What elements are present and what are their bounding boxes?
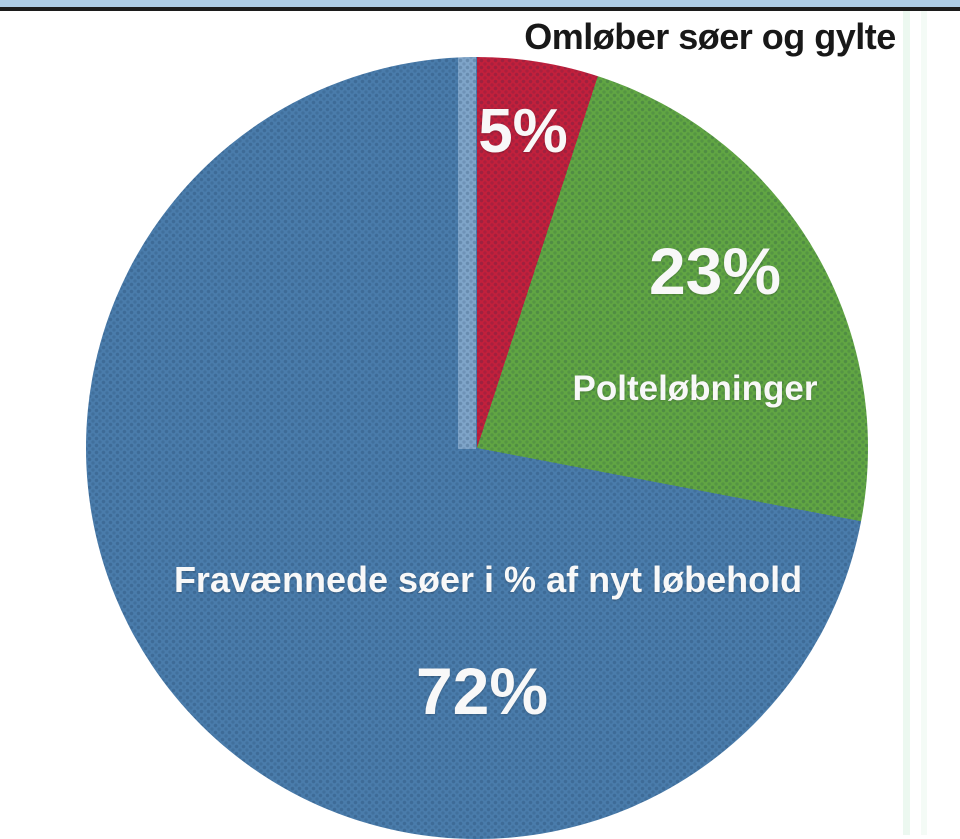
slice-name-label-fravaennede: Fravænnede søer i % af nyt løbehold (173, 559, 803, 600)
top-divider-line (0, 7, 960, 11)
slice-value-label-omloeber: 5% (478, 97, 568, 166)
chart-title: Omløber søer og gylte (524, 16, 896, 57)
scan-artifact-stripe (903, 11, 910, 835)
slice-value-label-fravaennede: 72% (415, 654, 549, 728)
slice-value-label-polteloebninger: 23% (648, 234, 782, 308)
scan-artifact-stripe (921, 11, 927, 835)
slice-name-label-polteloebninger: Polteløbninger (572, 369, 818, 408)
top-accent-bar (0, 0, 960, 7)
